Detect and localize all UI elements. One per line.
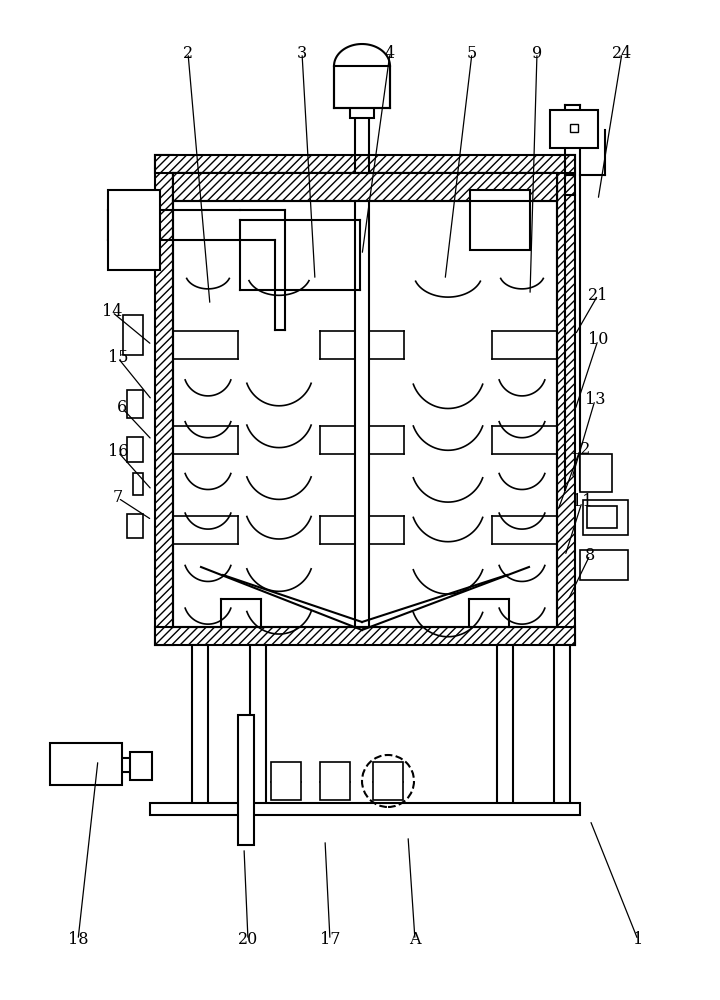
- Text: 17: 17: [320, 932, 341, 948]
- Bar: [554, 645, 570, 810]
- Bar: [334, 66, 390, 108]
- Text: 20: 20: [238, 932, 258, 948]
- Text: 21: 21: [588, 286, 608, 304]
- Bar: [587, 506, 617, 528]
- Bar: [173, 173, 557, 201]
- Bar: [373, 762, 403, 800]
- Bar: [580, 550, 628, 580]
- Bar: [50, 743, 122, 785]
- Text: 1: 1: [633, 932, 643, 948]
- Text: 15: 15: [108, 350, 128, 366]
- Text: 11: 11: [572, 493, 593, 510]
- Bar: [557, 155, 575, 645]
- Bar: [580, 454, 612, 492]
- Bar: [192, 645, 208, 810]
- Text: 9: 9: [532, 44, 542, 62]
- Bar: [108, 190, 160, 270]
- Bar: [130, 752, 152, 780]
- Bar: [250, 645, 266, 810]
- Bar: [173, 173, 557, 627]
- Text: 12: 12: [570, 442, 590, 458]
- Text: 7: 7: [113, 489, 123, 506]
- Text: 6: 6: [117, 399, 127, 416]
- Bar: [550, 110, 598, 148]
- Text: 24: 24: [612, 44, 632, 62]
- Text: 18: 18: [68, 932, 89, 948]
- Text: A: A: [409, 932, 420, 948]
- Text: 8: 8: [585, 546, 595, 564]
- Bar: [497, 645, 513, 810]
- Text: 10: 10: [588, 332, 608, 349]
- Bar: [271, 762, 301, 800]
- Text: 5: 5: [467, 44, 477, 62]
- Bar: [238, 715, 254, 845]
- Bar: [123, 315, 143, 355]
- Bar: [133, 473, 143, 495]
- Bar: [127, 514, 143, 538]
- Bar: [570, 124, 578, 132]
- Bar: [350, 103, 374, 118]
- Bar: [470, 190, 530, 250]
- Bar: [583, 500, 628, 535]
- Text: 14: 14: [102, 304, 122, 320]
- Text: 4: 4: [385, 44, 395, 62]
- Bar: [320, 762, 350, 800]
- Text: 2: 2: [183, 44, 193, 62]
- Bar: [155, 155, 575, 173]
- Text: 16: 16: [108, 444, 128, 460]
- Bar: [127, 437, 143, 462]
- Text: 13: 13: [585, 391, 606, 408]
- Bar: [127, 390, 143, 418]
- Bar: [155, 627, 575, 645]
- Bar: [155, 155, 173, 645]
- Text: 3: 3: [297, 44, 307, 62]
- Bar: [150, 803, 580, 815]
